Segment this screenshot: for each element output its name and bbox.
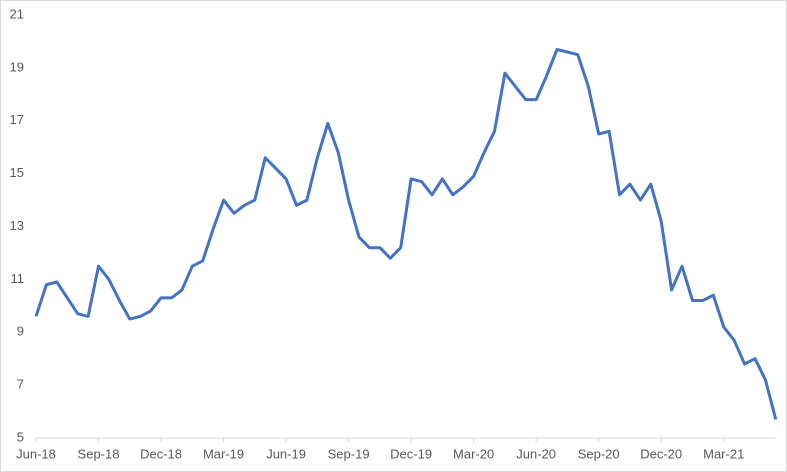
x-tick-label: Dec-20 bbox=[640, 446, 682, 461]
y-tick-label: 5 bbox=[17, 429, 24, 444]
x-tick-label: Sep-20 bbox=[578, 446, 620, 461]
x-tick-label: Mar-21 bbox=[703, 446, 744, 461]
x-tick-label: Mar-20 bbox=[453, 446, 494, 461]
data-line bbox=[34, 47, 778, 420]
x-tick-label: Sep-18 bbox=[78, 446, 120, 461]
x-tick-label: Dec-19 bbox=[390, 446, 432, 461]
x-tick-label: Jun-20 bbox=[516, 446, 556, 461]
y-tick-label: 15 bbox=[10, 165, 24, 180]
y-tick-label: 9 bbox=[17, 324, 24, 339]
x-tick-label: Jun-18 bbox=[16, 446, 56, 461]
y-tick-label: 11 bbox=[11, 271, 25, 286]
y-tick-label: 17 bbox=[10, 112, 24, 127]
x-tick-label: Sep-19 bbox=[328, 446, 370, 461]
y-tick-label: 13 bbox=[10, 218, 24, 233]
y-tick-label: 21 bbox=[10, 6, 24, 21]
x-tick-label: Dec-18 bbox=[140, 446, 182, 461]
x-tick-label: Jun-19 bbox=[266, 446, 306, 461]
x-tick-label: Mar-19 bbox=[203, 446, 244, 461]
y-tick-label: 7 bbox=[17, 377, 24, 392]
y-tick-label: 19 bbox=[10, 59, 24, 74]
